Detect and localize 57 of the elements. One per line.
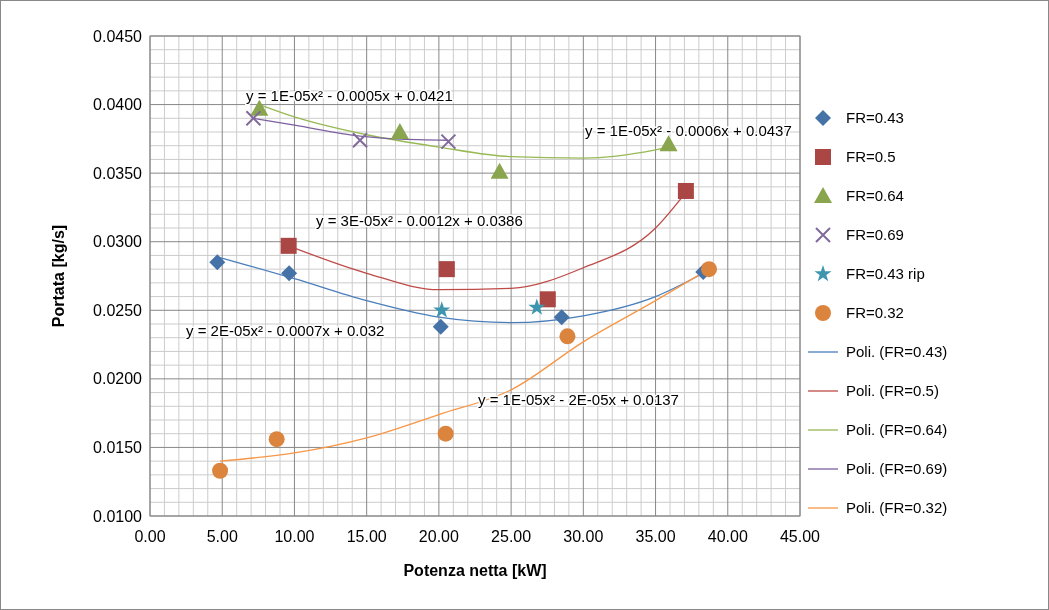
y-tick-label: 0.0100 [93,507,143,525]
point [268,431,285,448]
legend-label: FR=0.43 rip [846,265,925,283]
point [209,254,226,271]
x-tick-label: 15.00 [346,528,387,545]
legend-label: FR=0.32 [846,304,904,322]
x-tick-label: 25.00 [491,528,532,545]
x-tick-label: 40.00 [707,528,748,545]
point [539,291,556,308]
legend-label: FR=0.69 [846,226,904,244]
annotation: y = 1E-05x² - 0.0005x + 0.0421 [246,87,453,105]
y-tick-label: 0.0200 [93,370,143,388]
annotation: y = 1E-05x² - 2E-05x + 0.0137 [478,391,679,409]
legend-label: FR=0.64 [846,187,904,205]
legend-label: Poli. (FR=0.69) [846,460,948,478]
y-tick-label: 0.0300 [93,233,143,251]
point [390,123,409,139]
legend-label: Poli. (FR=0.5) [846,382,939,400]
x-tick-label: 5.00 [206,528,238,545]
point [432,318,449,335]
point [490,162,509,179]
x-tick-label: 20.00 [418,528,460,545]
legend-label: Poli. (FR=0.32) [846,499,948,517]
legend-label: FR=0.43 [846,109,904,127]
x-axis-title: Potenza netta [kW] [403,562,547,579]
legend-label: FR=0.5 [846,148,896,166]
annotation: y = 3E-05x² - 0.0012x + 0.0386 [316,212,523,230]
point [281,265,298,282]
point [553,309,570,326]
x-tick-label: 10.00 [274,528,315,545]
point [440,133,457,150]
point [437,425,454,442]
annotation: y = 2E-05x² - 0.0007x + 0.032 [186,322,385,340]
y-tick-label: 0.0350 [93,164,143,182]
x-tick-label: 45.00 [779,528,821,545]
point [212,462,229,479]
y-tick-label: 0.0400 [93,96,143,114]
point [677,182,694,199]
x-tick-label: 0.00 [134,528,166,545]
point [559,328,576,345]
point [701,261,717,278]
point [245,110,262,127]
point [280,237,297,254]
point [352,132,369,149]
legend-label: Poli. (FR=0.43) [846,343,948,361]
point [433,301,451,318]
point [438,261,455,278]
y-tick-label: 0.0150 [93,439,143,457]
annotation: y = 1E-05x² - 0.0006x + 0.0437 [585,122,792,140]
x-tick-label: 30.00 [563,528,604,545]
point [659,135,678,152]
point [528,298,546,315]
x-tick-label: 35.00 [635,528,676,545]
y-axis-title: Portata [kg/s] [50,224,67,328]
y-tick-label: 0.0250 [93,301,143,319]
y-tick-label: 0.0450 [93,27,143,45]
legend-label: Poli. (FR=0.64) [846,421,948,439]
